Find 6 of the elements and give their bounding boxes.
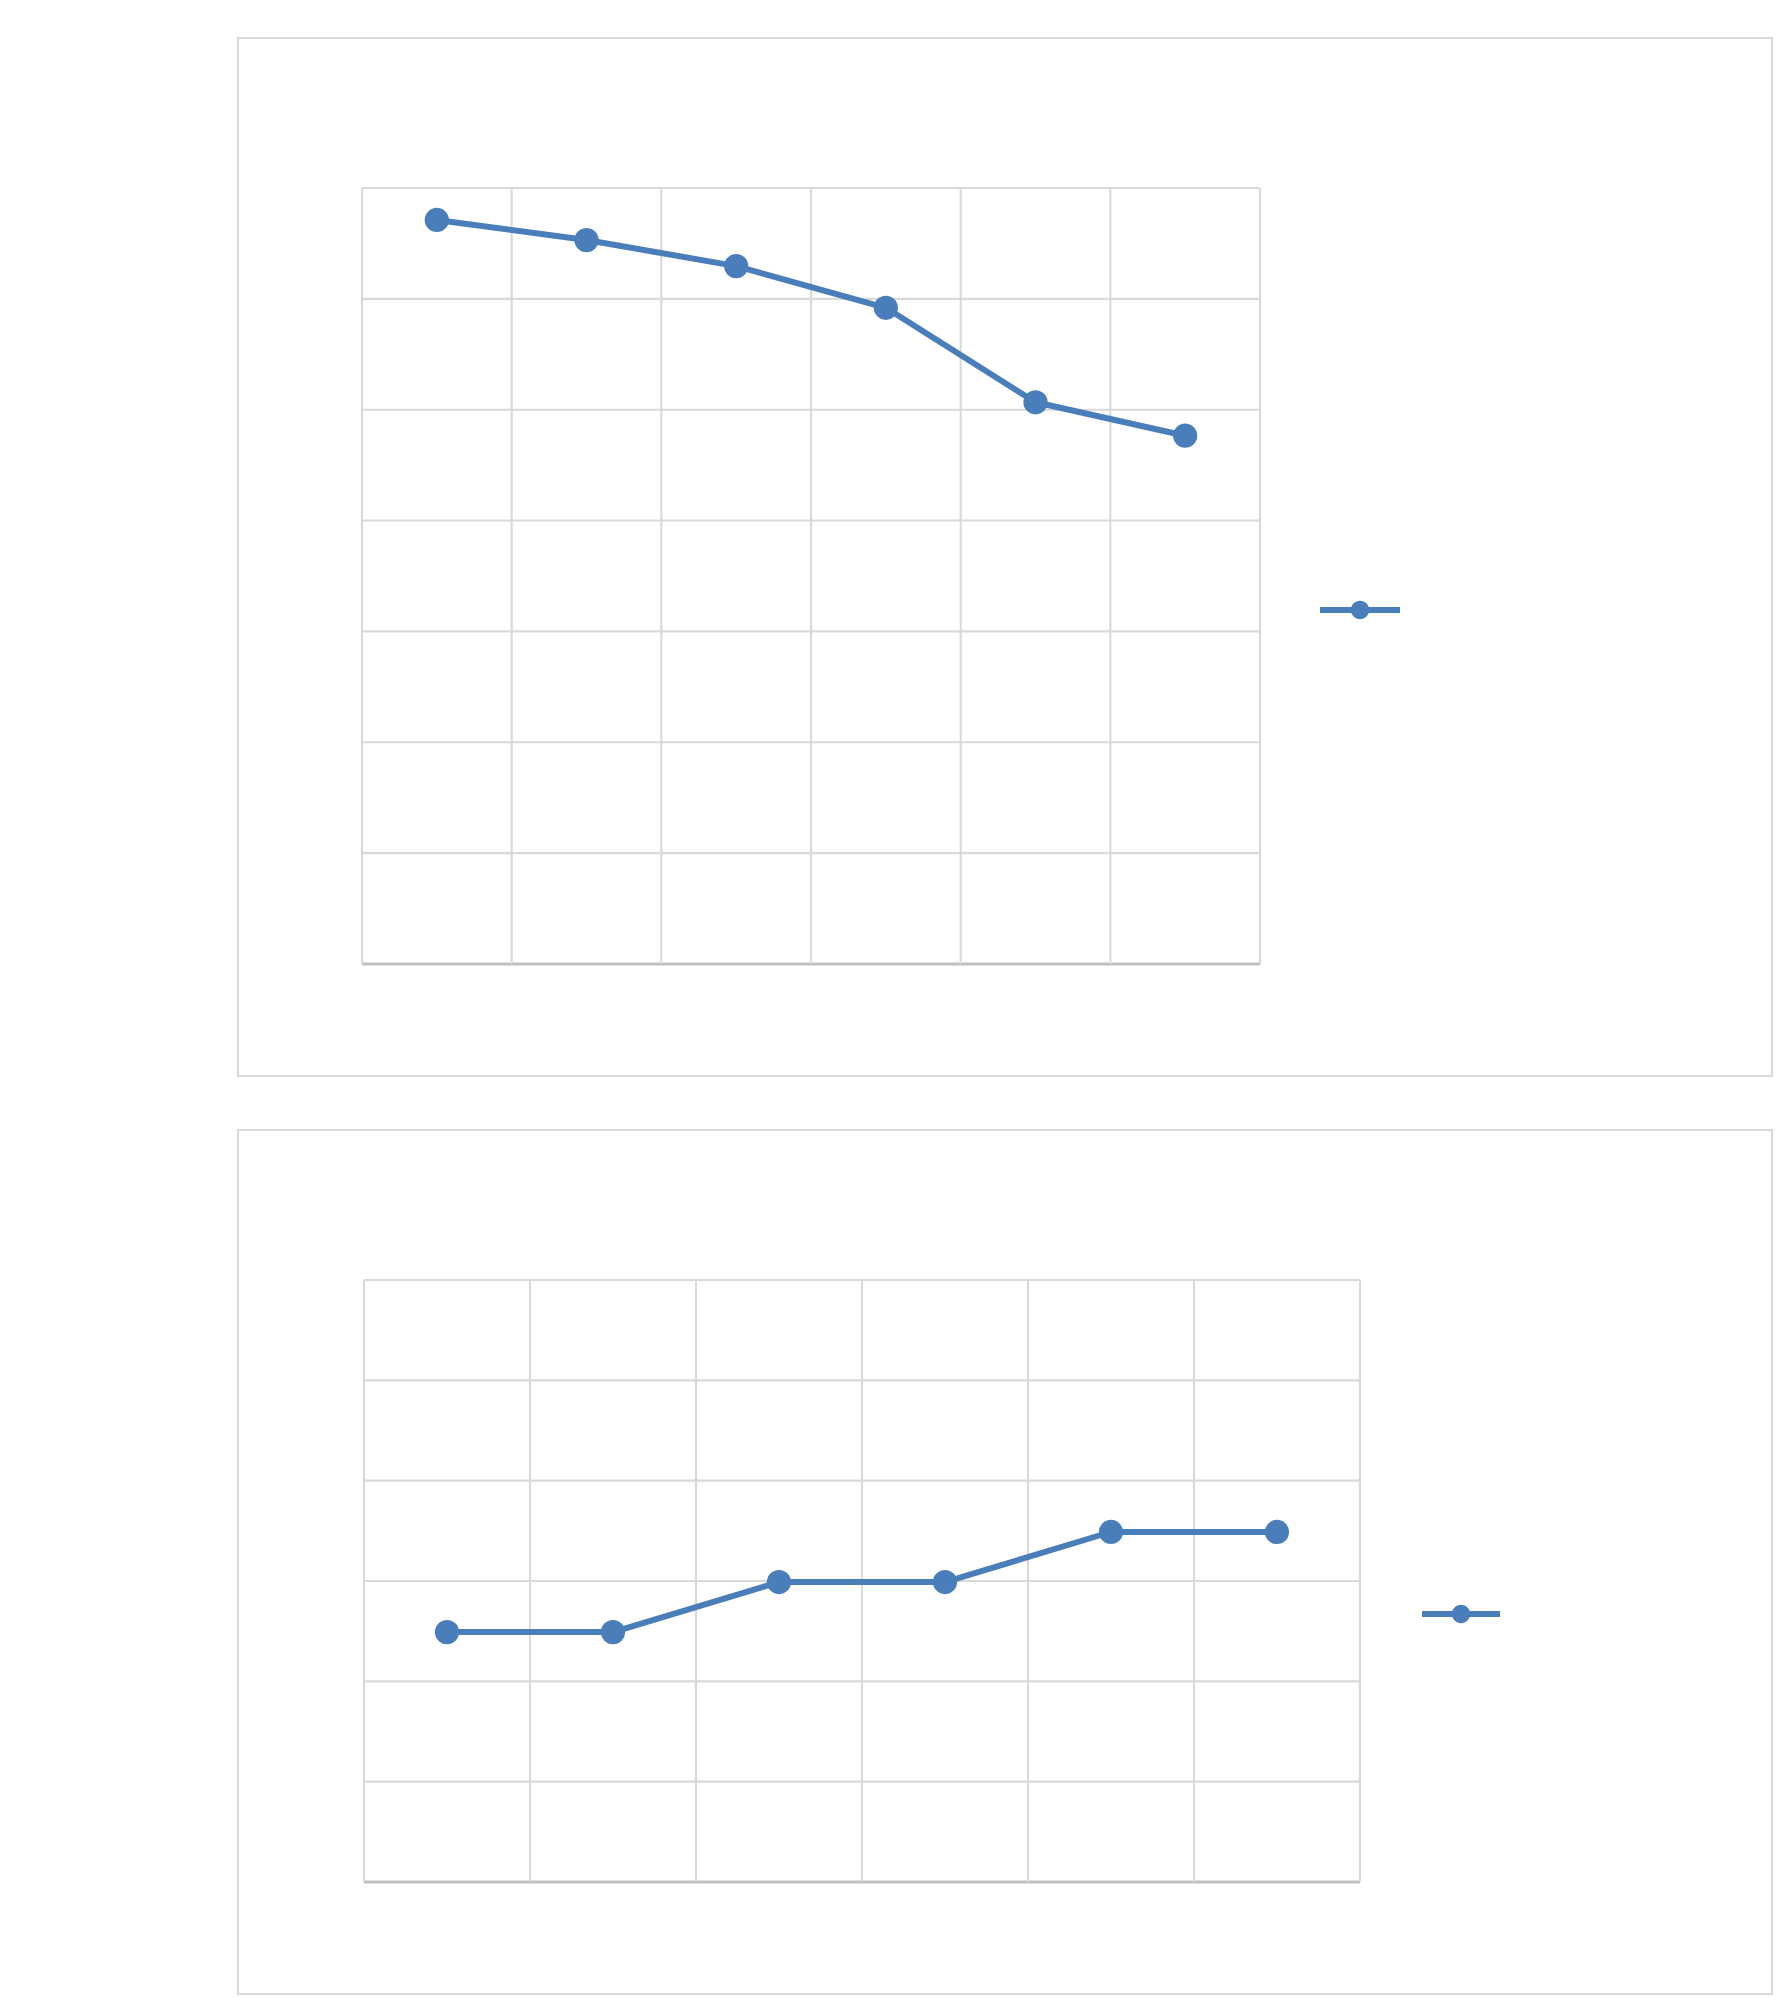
point — [1023, 390, 1048, 415]
point — [724, 253, 749, 279]
point — [574, 227, 599, 253]
point — [1173, 423, 1198, 448]
point — [873, 295, 898, 320]
point — [424, 207, 449, 233]
